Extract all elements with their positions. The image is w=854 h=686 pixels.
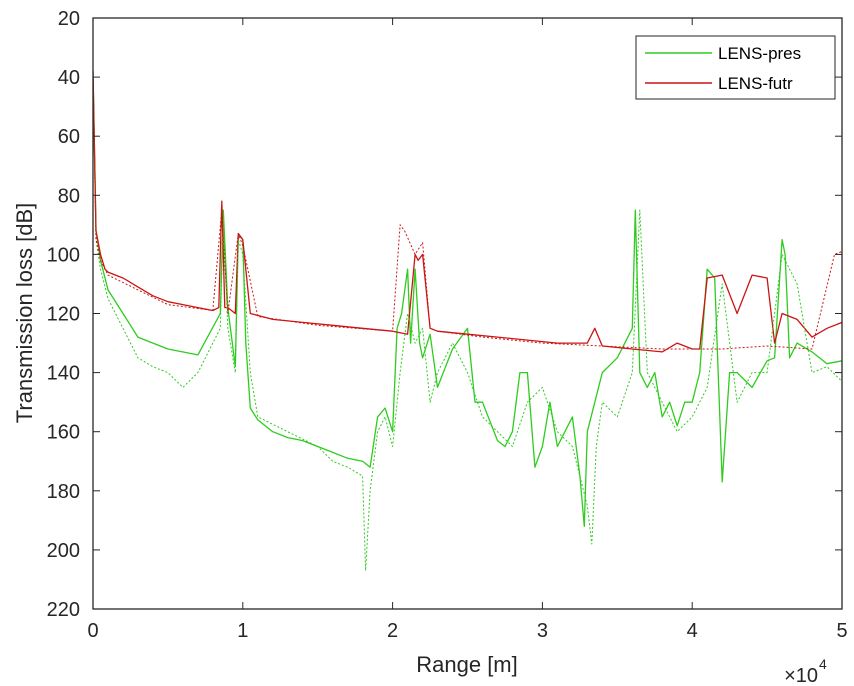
series-line-dotted-2	[93, 77, 842, 572]
x-tick-label-5: 5	[836, 620, 847, 642]
y-tick-label-220: 220	[47, 599, 80, 621]
y-tick-label-160: 160	[47, 422, 80, 444]
x-tick-label-4: 4	[687, 620, 698, 642]
y-tick-label-200: 200	[47, 540, 80, 562]
series-layer	[93, 71, 842, 572]
x-tick-label-0: 0	[87, 620, 98, 642]
legend-box	[635, 35, 836, 100]
y-tick-label-20: 20	[58, 8, 80, 30]
x-tick-label-2: 2	[387, 620, 398, 642]
svg-text:4: 4	[819, 656, 827, 672]
legend-label-lens-pres: LENS-pres	[718, 44, 801, 63]
x-tick-label-3: 3	[537, 620, 548, 642]
svg-text:×10: ×10	[784, 665, 818, 686]
y-axis-label: Transmission loss [dB]	[12, 203, 37, 423]
y-tick-label-100: 100	[47, 244, 80, 266]
series-line-dotted-3	[93, 77, 842, 350]
legend: LENS-pres LENS-futr	[635, 35, 836, 100]
plot-area	[93, 18, 842, 609]
x-exponent-label: ×10 4	[784, 656, 827, 686]
ticks-layer	[92, 17, 843, 610]
y-tick-label-80: 80	[58, 185, 80, 207]
y-tick-label-180: 180	[47, 481, 80, 503]
y-tick-label-140: 140	[47, 363, 80, 385]
tick-labels-layer: 0 1 2 3 4 5 20 40 60 80 100 120 140 160 180 200 220	[47, 8, 848, 642]
y-tick-label-60: 60	[58, 126, 80, 148]
series-line-lens-futr	[93, 71, 842, 353]
x-axis-label: Range [m]	[416, 652, 518, 677]
legend-label-lens-futr: LENS-futr	[718, 74, 793, 93]
x-tick-label-1: 1	[237, 620, 248, 642]
y-tick-label-40: 40	[58, 67, 80, 89]
y-tick-label-120: 120	[47, 304, 80, 326]
